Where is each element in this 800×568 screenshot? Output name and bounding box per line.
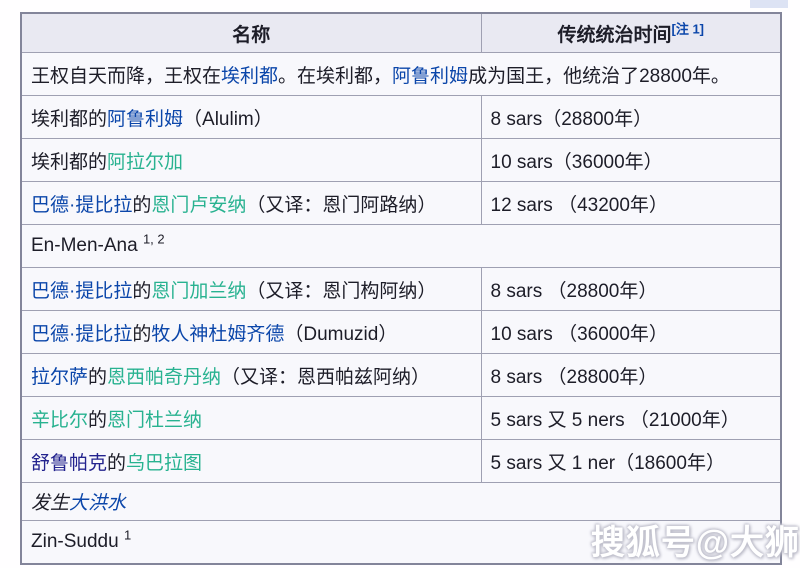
table-row: 拉尔萨的恩西帕奇丹纳（又译：恩西帕兹阿纳） 8 sars （28800年） (20, 353, 782, 397)
text-segment: 1 (123, 527, 132, 543)
text-segment: 发生 (31, 493, 70, 514)
wiki-link[interactable]: 恩门卢安纳 (151, 194, 247, 216)
wiki-link[interactable]: 牧人神杜姆齐德 (151, 323, 285, 345)
reign-time-cell: 10 sars（36000年） (480, 138, 782, 182)
text-segment: 5 sars 又 5 ners （21000年） (490, 409, 740, 431)
reign-time-cell: 5 sars 又 1 ner（18600年） (480, 439, 782, 483)
text-segment: 8 sars（28800年） (490, 108, 653, 130)
wiki-link[interactable]: 恩门加兰纳 (151, 280, 247, 302)
text-segment: 8 sars （28800年） (490, 280, 658, 302)
text-segment: 王权自天而降，王权在 (31, 65, 222, 87)
footnote-sup: 1 (124, 528, 131, 543)
full-width-cell: 发生大洪水 (20, 482, 782, 521)
name-cell: 巴德·提比拉的牧人神杜姆齐德（Dumuzid） (20, 310, 482, 354)
reign-time-cell: 8 sars（28800年） (480, 95, 782, 139)
text-segment: 埃利都的 (31, 108, 108, 130)
note-ref-link[interactable]: [注 1] (671, 21, 705, 37)
text-segment: 12 sars （43200年） (490, 194, 668, 216)
wiki-link[interactable]: 巴德·提比拉 (31, 280, 133, 302)
table-row: 埃利都的阿鲁利姆（Alulim） 8 sars（28800年） (20, 95, 782, 139)
text-segment: 的 (132, 194, 152, 216)
wiki-link[interactable]: 巴德·提比拉 (31, 194, 133, 216)
sumerian-king-table: 名称 传统统治时间[注 1] 王权自天而降，王权在埃利都。在埃利都，阿鲁利姆成为… (20, 12, 782, 565)
table-row: 埃利都的阿拉尔加 10 sars（36000年） (20, 138, 782, 182)
text-segment: 埃利都的 (31, 151, 108, 173)
wiki-link[interactable]: 乌巴拉图 (126, 452, 203, 474)
table-row: 巴德·提比拉的恩门加兰纳（又译：恩门构阿纳） 8 sars （28800年） (20, 267, 782, 311)
table-row: 王权自天而降，王权在埃利都。在埃利都，阿鲁利姆成为国王，他统治了28800年。 (20, 52, 782, 96)
name-cell: 巴德·提比拉的恩门加兰纳（又译：恩门构阿纳） (20, 267, 482, 311)
text-segment: 1, 2 (142, 231, 165, 247)
text-segment: 的 (88, 366, 108, 388)
name-cell: 埃利都的阿鲁利姆（Alulim） (20, 95, 482, 139)
text-segment: En-Men-Ana (31, 235, 143, 256)
wiki-link[interactable]: 辛比尔 (31, 409, 89, 431)
text-segment: 成为国王，他统治了28800年。 (468, 65, 730, 87)
note-ref-sup: [注 1] (672, 21, 705, 36)
table-row: 巴德·提比拉的恩门卢安纳（又译：恩门阿路纳） 12 sars （43200年） (20, 181, 782, 225)
text-segment: 10 sars （36000年） (490, 323, 668, 345)
name-cell: 拉尔萨的恩西帕奇丹纳（又译：恩西帕兹阿纳） (20, 353, 482, 397)
wiki-link[interactable]: 舒鲁帕克 (31, 452, 108, 474)
text-segment: Zin-Suddu (31, 531, 124, 552)
wiki-link[interactable]: 巴德·提比拉 (31, 323, 133, 345)
header-row: 名称 传统统治时间[注 1] (20, 12, 782, 53)
full-width-cell: En-Men-Ana 1, 2 (20, 224, 782, 268)
text-segment: （又译：恩门阿路纳） (246, 194, 437, 216)
text-segment: 的 (107, 452, 127, 474)
watermark: 搜狐号@大狮 (590, 524, 800, 562)
wiki-link[interactable]: 埃利都 (221, 65, 279, 87)
footnote-sup: 1, 2 (143, 232, 165, 247)
table-row: 发生大洪水 (20, 482, 782, 521)
text-segment: 的 (132, 280, 152, 302)
name-cell: 埃利都的阿拉尔加 (20, 138, 482, 182)
wiki-link[interactable]: 拉尔萨 (31, 366, 89, 388)
wiki-link[interactable]: 大洪水 (69, 493, 127, 514)
table-row: En-Men-Ana 1, 2 (20, 224, 782, 268)
text-segment: 。在埃利都， (278, 65, 393, 87)
text-segment: 8 sars （28800年） (490, 366, 658, 388)
wiki-link[interactable]: 阿拉尔加 (107, 151, 184, 173)
reign-time-cell: 8 sars （28800年） (480, 267, 782, 311)
text-segment: 的 (132, 323, 152, 345)
text-segment: 的 (88, 409, 108, 431)
king-list-body: 王权自天而降，王权在埃利都。在埃利都，阿鲁利姆成为国王，他统治了28800年。埃… (20, 52, 782, 565)
name-cell: 舒鲁帕克的乌巴拉图 (20, 439, 482, 483)
reign-time-cell: 5 sars 又 5 ners （21000年） (480, 396, 782, 440)
reign-time-cell: 10 sars （36000年） (480, 310, 782, 354)
name-cell: 巴德·提比拉的恩门卢安纳（又译：恩门阿路纳） (20, 181, 482, 225)
name-cell: 辛比尔的恩门杜兰纳 (20, 396, 482, 440)
text-segment: （又译：恩西帕兹阿纳） (221, 366, 431, 388)
table-row: 巴德·提比拉的牧人神杜姆齐德（Dumuzid） 10 sars （36000年） (20, 310, 782, 354)
full-width-cell: Zin-Suddu 1 (20, 520, 782, 565)
full-width-cell: 王权自天而降，王权在埃利都。在埃利都，阿鲁利姆成为国王，他统治了28800年。 (20, 52, 782, 96)
text-segment: 5 sars 又 1 ner（18600年） (490, 452, 725, 474)
table-row: Zin-Suddu 1 (20, 520, 782, 565)
wiki-link[interactable]: 恩门杜兰纳 (107, 409, 203, 431)
wiki-link[interactable]: 恩西帕奇丹纳 (107, 366, 222, 388)
header-reign-time: 传统统治时间[注 1] (480, 12, 782, 53)
header-name-label: 名称 (232, 24, 271, 46)
table-row: 舒鲁帕克的乌巴拉图 5 sars 又 1 ner（18600年） (20, 439, 782, 483)
text-segment: 10 sars（36000年） (490, 151, 663, 173)
table-row: 辛比尔的恩门杜兰纳 5 sars 又 5 ners （21000年） (20, 396, 782, 440)
wiki-link[interactable]: 阿鲁利姆 (392, 65, 469, 87)
header-name: 名称 (20, 12, 482, 53)
header-reign-time-label: 传统统治时间 (557, 24, 672, 46)
text-segment: （Dumuzid） (284, 323, 398, 345)
reign-time-cell: 8 sars （28800年） (480, 353, 782, 397)
text-segment: （Alulim） (183, 108, 273, 130)
text-segment: （又译：恩门构阿纳） (246, 280, 437, 302)
wiki-link[interactable]: 阿鲁利姆 (107, 108, 184, 130)
page-scroll-remnant (750, 0, 788, 8)
reign-time-cell: 12 sars （43200年） (480, 181, 782, 225)
